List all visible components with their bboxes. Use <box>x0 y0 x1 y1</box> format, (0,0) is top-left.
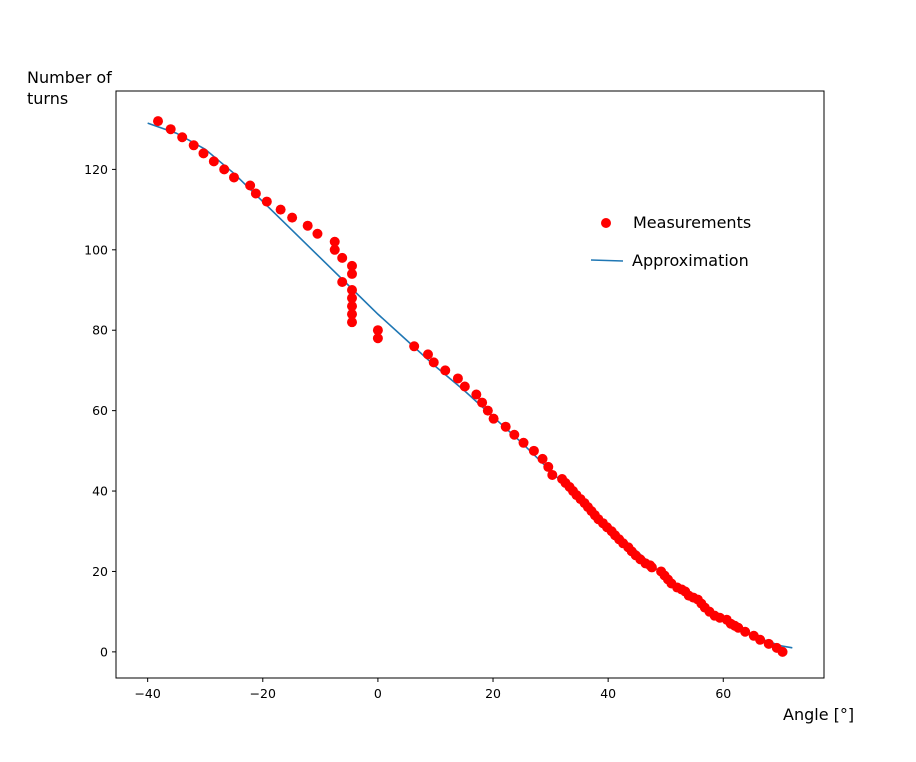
measurement-point <box>537 453 548 464</box>
measurement-point <box>198 148 209 159</box>
measurement-point <box>347 309 357 320</box>
plot-area <box>116 91 824 678</box>
measurement-point <box>518 437 529 448</box>
measurement-point <box>153 116 164 127</box>
legend: Measurements Approximation <box>590 213 751 270</box>
x-tick-label: 20 <box>485 686 501 701</box>
measurement-point <box>452 373 463 384</box>
plot-frame <box>115 90 825 679</box>
measurement-point <box>347 268 357 279</box>
x-tick-label: 60 <box>715 686 731 701</box>
measurement-point <box>547 469 558 480</box>
x-tick-label: −20 <box>250 686 276 701</box>
measurement-point <box>208 156 219 167</box>
y-tick-label: 80 <box>92 323 108 338</box>
y-tick-label: 40 <box>92 484 108 499</box>
measurement-point <box>347 260 357 271</box>
y-tick-label: 60 <box>92 403 108 418</box>
x-tick-label: −40 <box>134 686 160 701</box>
measurement-point <box>440 365 451 376</box>
measurement-point <box>477 397 488 408</box>
measurement-point <box>471 389 482 400</box>
legend-label-approximation: Approximation <box>632 251 749 270</box>
measurement-point <box>777 646 788 657</box>
x-tick-label: 0 <box>374 686 382 701</box>
measurement-point <box>347 285 357 296</box>
measurement-point <box>755 634 766 645</box>
measurement-point <box>229 172 239 183</box>
measurement-point <box>409 341 420 352</box>
y-axis: 0 20 40 60 80 100 120 <box>84 162 116 659</box>
y-tick-label: 120 <box>84 162 108 177</box>
legend-line-approximation <box>590 259 624 262</box>
y-tick-label: 100 <box>84 242 108 257</box>
measurement-point <box>337 252 348 263</box>
measurement-point <box>287 212 298 223</box>
measurement-point <box>337 276 348 287</box>
measurement-point <box>740 626 751 637</box>
legend-label-measurements: Measurements <box>633 213 751 232</box>
x-axis-label: Angle [°] <box>783 705 855 724</box>
x-axis: −40 −20 0 20 40 60 <box>134 678 731 701</box>
measurement-point <box>543 461 554 472</box>
measurement-point <box>347 301 357 312</box>
measurement-point <box>372 325 383 336</box>
measurement-point <box>245 180 256 191</box>
measurement-point <box>482 405 493 416</box>
measurement-points-layer <box>153 116 788 657</box>
measurement-point <box>188 140 199 151</box>
measurement-point <box>177 132 188 143</box>
measurement-point <box>763 638 774 649</box>
y-axis-label: Number of turns <box>27 68 112 108</box>
measurement-point <box>329 244 340 255</box>
measurement-point <box>459 381 470 392</box>
measurement-point <box>528 445 539 456</box>
measurement-point <box>219 164 230 175</box>
measurement-point <box>347 293 357 304</box>
measurement-point <box>646 562 657 573</box>
x-tick-label: 40 <box>600 686 616 701</box>
measurement-point <box>372 333 383 344</box>
y-tick-label: 0 <box>100 644 108 659</box>
measurement-point <box>428 357 439 368</box>
measurement-point <box>347 317 357 328</box>
measurement-point <box>275 204 286 215</box>
measurement-point <box>329 236 340 247</box>
measurement-point <box>422 349 433 360</box>
measurement-point <box>488 413 499 424</box>
measurement-point <box>250 188 261 199</box>
y-tick-label: 20 <box>92 564 108 579</box>
measurement-point <box>500 421 511 432</box>
legend-marker-measurements <box>601 218 611 228</box>
measurement-point <box>312 228 323 239</box>
measurement-point <box>302 220 313 231</box>
measurement-point <box>261 196 272 207</box>
measurement-point <box>165 124 176 135</box>
measurement-point <box>509 429 520 440</box>
